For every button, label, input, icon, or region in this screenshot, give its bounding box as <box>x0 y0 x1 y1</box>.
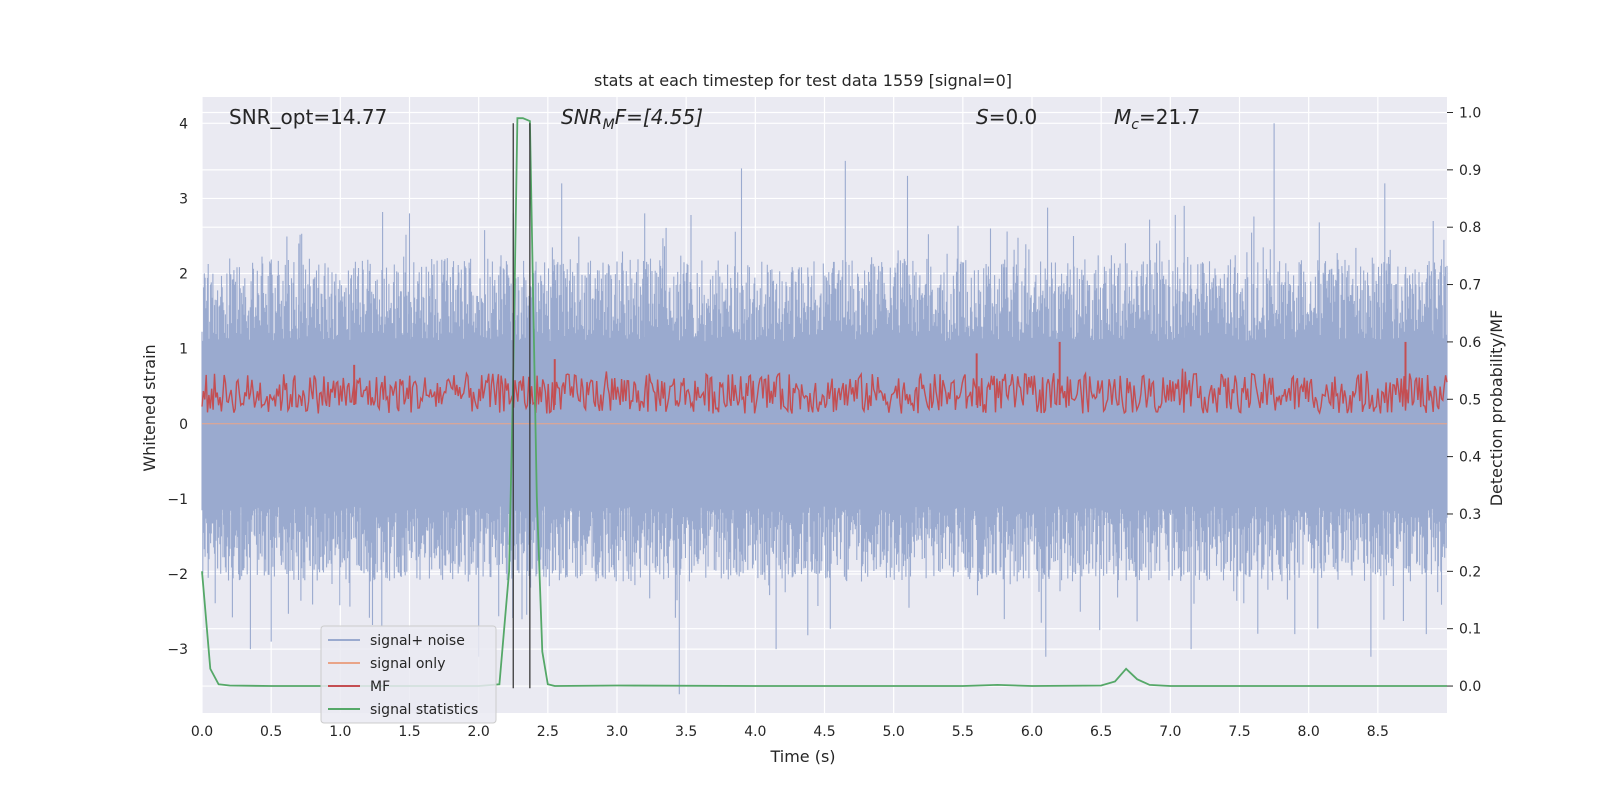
y-tick-label-right: 0.4 <box>1459 450 1481 466</box>
y-tick-label-right: 0.1 <box>1459 622 1481 638</box>
y-tick-label-right: 0.0 <box>1459 679 1481 695</box>
y-tick-label-right: 0.8 <box>1459 220 1481 236</box>
series-mf <box>201 341 1448 415</box>
y-tick-label-left: −2 <box>167 567 188 583</box>
marker-lines <box>512 123 531 689</box>
x-tick-label: 1.5 <box>398 724 420 740</box>
x-tick-label: 6.0 <box>1021 724 1043 740</box>
y-axis-label-left: Whitened strain <box>140 344 159 471</box>
y-tick-label-left: 4 <box>179 116 188 132</box>
x-tick-label: 6.5 <box>1090 724 1112 740</box>
x-tick-label: 5.5 <box>952 724 974 740</box>
y-tick-label-left: 3 <box>179 191 188 207</box>
y-tick-label-right: 0.3 <box>1459 507 1481 523</box>
x-tick-label: 0.5 <box>260 724 282 740</box>
mf-line <box>201 368 1448 415</box>
legend-label-signal-statistics: signal statistics <box>370 702 478 718</box>
x-tick-label: 0.0 <box>191 724 213 740</box>
annotation-mc-value: =21.7 <box>1139 105 1200 129</box>
y-tick-label-right: 0.2 <box>1459 564 1481 580</box>
y-tick-label-left: 0 <box>179 417 188 433</box>
chart-title: stats at each timestep for test data 155… <box>594 71 1012 90</box>
annotation-mc-sub: c <box>1131 117 1139 133</box>
signal-noise-core <box>202 352 1447 499</box>
annotation-snr-mf-base: SNR <box>561 105 603 129</box>
annotation-s: S=0.0 <box>976 105 1037 129</box>
x-tick-label: 8.5 <box>1367 724 1389 740</box>
annotation-s-value: =0.0 <box>989 105 1038 129</box>
x-tick-label: 7.5 <box>1228 724 1250 740</box>
x-tick-label: 5.0 <box>883 724 905 740</box>
y-tick-label-left: −3 <box>167 642 188 658</box>
x-tick-label: 3.5 <box>675 724 697 740</box>
y-tick-label-right: 0.6 <box>1459 335 1481 351</box>
y-tick-label-right: 1.0 <box>1459 105 1481 121</box>
x-tick-label: 2.0 <box>468 724 490 740</box>
axes: 0.0 0.5 1.0 1.5 2.0 2.5 3.0 3.5 4.0 4.5 5.0 5.5 6.0 6… <box>167 105 1481 740</box>
annotation-snr-mf: SNRMF=[4.55] <box>561 105 703 133</box>
x-tick-label: 8.0 <box>1298 724 1320 740</box>
y-tick-label-left: 1 <box>179 342 188 358</box>
x-tick-label: 1.0 <box>329 724 351 740</box>
x-tick-label: 7.0 <box>1159 724 1181 740</box>
annotation-mc: Mc=21.7 <box>1114 105 1200 133</box>
x-tick-label: 4.5 <box>813 724 835 740</box>
x-tick-label: 4.0 <box>744 724 766 740</box>
y-tick-label-left: 2 <box>179 267 188 283</box>
legend-label-signal-noise: signal+ noise <box>370 633 465 649</box>
annotation-s-label: S <box>976 105 989 129</box>
x-tick-label: 2.5 <box>537 724 559 740</box>
x-tick-label: 3.0 <box>606 724 628 740</box>
legend-box <box>320 625 497 724</box>
annotation-mc-base: M <box>1114 105 1131 129</box>
legend: signal+ noise signal only MF signal stat… <box>320 625 497 724</box>
y-tick-label-right: 0.9 <box>1459 163 1481 179</box>
x-axis-label: Time (s) <box>769 747 835 766</box>
legend-label-mf: MF <box>370 679 390 695</box>
annotation-snr-opt: SNR_opt=14.77 <box>229 105 387 129</box>
y-tick-label-right: 0.5 <box>1459 392 1481 408</box>
legend-label-signal-only: signal only <box>370 656 445 672</box>
annotation-snr-mf-sub: M <box>603 117 615 133</box>
y-tick-label-right: 0.7 <box>1459 278 1481 294</box>
y-axis-label-right: Detection probability/MF <box>1487 310 1506 507</box>
y-tick-label-left: −1 <box>167 492 188 508</box>
annotation-snr-mf-rest: F=[4.55] <box>615 105 703 129</box>
